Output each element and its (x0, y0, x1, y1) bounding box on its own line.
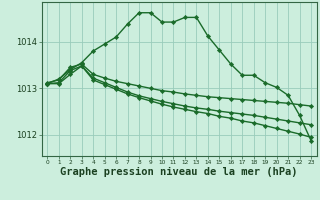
X-axis label: Graphe pression niveau de la mer (hPa): Graphe pression niveau de la mer (hPa) (60, 167, 298, 177)
